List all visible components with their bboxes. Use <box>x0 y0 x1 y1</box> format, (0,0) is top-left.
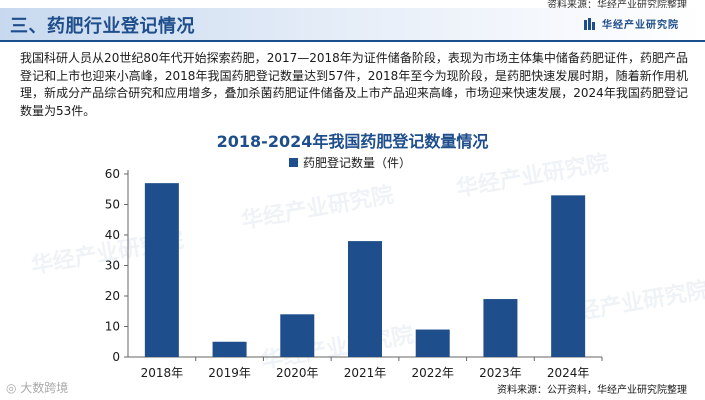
top-source-note: 资料来源：华经产业研究院整理 <box>547 0 687 11</box>
x-tick-label: 2022年 <box>411 366 454 380</box>
y-tick-label: 10 <box>105 320 120 334</box>
x-tick-label: 2024年 <box>547 366 590 380</box>
brand-logo-icon <box>584 17 596 30</box>
intro-paragraph: 我国科研人员从20世纪80年代开始探索药肥，2017—2018年为证件储备阶段，… <box>20 51 688 118</box>
y-tick-label: 20 <box>105 289 120 303</box>
x-tick-label: 2020年 <box>276 366 319 380</box>
bar <box>348 241 382 357</box>
header-underline <box>0 40 705 42</box>
header-bar <box>0 8 705 40</box>
bar <box>551 195 586 357</box>
x-tick-label: 2019年 <box>208 366 251 380</box>
chart-title: 2018-2024年我国药肥登记数量情况 <box>216 132 489 151</box>
y-tick-label: 0 <box>112 350 120 364</box>
y-tick-label: 50 <box>105 198 120 212</box>
y-tick-label: 60 <box>105 167 120 181</box>
x-tick-label: 2018年 <box>141 366 184 380</box>
bar <box>483 299 518 357</box>
logo-icon: ◎ <box>6 381 21 395</box>
x-tick-label: 2023年 <box>479 366 522 380</box>
brand: 华经产业研究院 <box>584 16 679 31</box>
bar <box>280 314 315 357</box>
y-tick-label: 40 <box>105 228 120 242</box>
y-tick-label: 30 <box>105 259 120 273</box>
bar <box>415 329 450 357</box>
legend-swatch <box>289 158 298 167</box>
chart-svg: 药肥登记数量（件） 0 10 20 30 40 50 60 2018年 2019年 2020年 202… <box>105 155 603 380</box>
bar <box>212 341 247 357</box>
bar-chart: 药肥登记数量（件） 0 10 20 30 40 50 60 2018年 2019年 2020年 202… <box>0 150 705 382</box>
bottom-source-note: 资料来源：公开资料，华经产业研究院整理 <box>497 385 687 396</box>
bottom-left-logo: ◎ 大数跨境 <box>6 379 68 396</box>
section-header: 三、药肥行业登记情况 华经产业研究院 <box>0 8 705 42</box>
brand-name: 华经产业研究院 <box>602 20 679 31</box>
bottom-left-logo-text: 大数跨境 <box>20 381 69 395</box>
bar <box>144 183 179 357</box>
section-title: 三、药肥行业登记情况 <box>10 16 195 37</box>
legend-label: 药肥登记数量（件） <box>303 155 411 170</box>
x-tick-label: 2021年 <box>344 366 387 380</box>
